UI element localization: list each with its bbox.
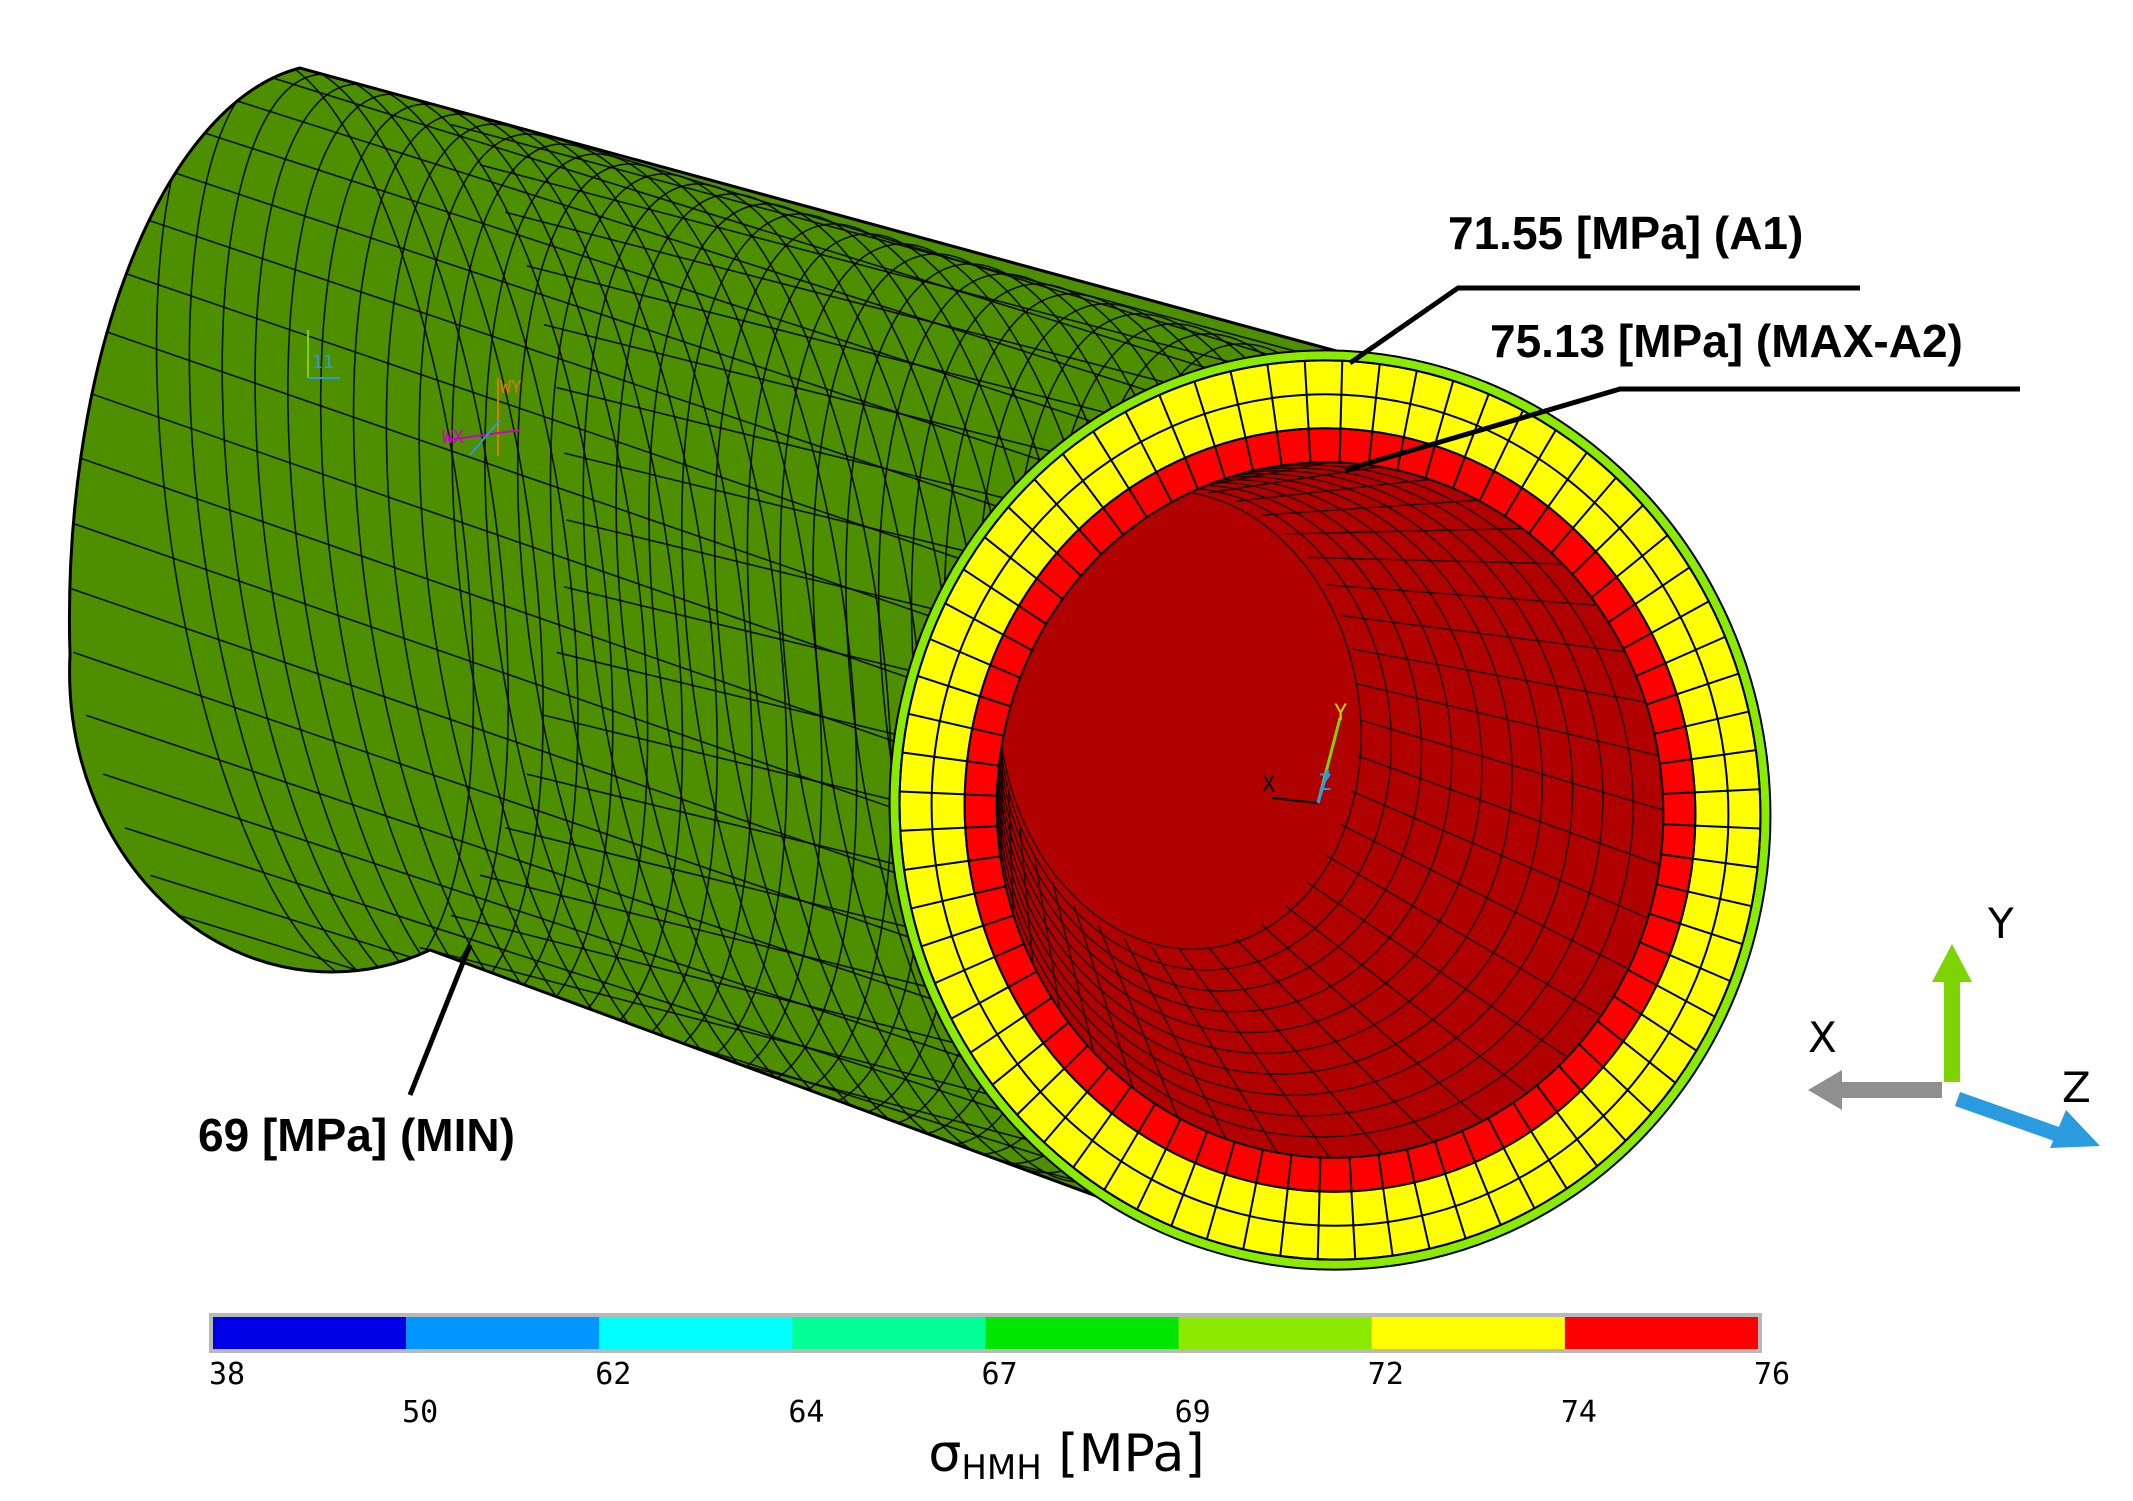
legend-tick-label: 64 <box>788 1395 825 1430</box>
leader-lines <box>407 285 2020 1096</box>
leader-a1 <box>1348 285 1860 366</box>
legend-title-symbol: σ <box>928 1424 962 1484</box>
legend-swatch-6 <box>1371 1317 1565 1349</box>
inner-y-label: Y <box>1334 701 1347 726</box>
annotation-max: 75.13 [MPa] (MAX-A2) <box>1490 315 1963 367</box>
legend-swatch-3 <box>792 1317 986 1349</box>
global-axes: X Y Z <box>1808 899 2100 1148</box>
legend-tick-label: 50 <box>402 1395 439 1430</box>
leader-max <box>1344 386 2020 473</box>
workplane-triad: 11 WY WX <box>307 330 522 456</box>
legend-swatch-0 <box>213 1317 407 1349</box>
annotation-a1: 71.55 [MPa] (A1) <box>1448 207 1804 259</box>
legend-tick-label: 74 <box>1560 1395 1597 1430</box>
legend-title: σHMH [MPa] <box>0 1428 2133 1485</box>
legend-title-subscript: HMH <box>961 1448 1042 1488</box>
legend-title-unit: [MPa] <box>1041 1424 1205 1484</box>
legend-tick-label: 62 <box>595 1357 632 1392</box>
legend-swatch-2 <box>599 1317 793 1349</box>
triad-wx-label: WX <box>442 427 464 448</box>
axis-x-label: X <box>1808 1013 1837 1062</box>
end-face-mesh <box>898 359 1762 1261</box>
legend-swatch-7 <box>1564 1317 1758 1349</box>
end-face <box>888 349 1772 1271</box>
legend-bar <box>209 1313 1762 1353</box>
legend-tick-label: 38 <box>209 1357 246 1392</box>
triad-num-label: 11 <box>312 352 334 373</box>
inner-x-label: X <box>1262 773 1276 798</box>
legend-swatch-5 <box>1178 1317 1372 1349</box>
leader-min <box>407 944 473 1096</box>
annotation-min: 69 [MPa] (MIN) <box>198 1109 515 1161</box>
legend-tick-label: 69 <box>1174 1395 1211 1430</box>
legend-swatch-1 <box>406 1317 600 1349</box>
inner-z-label: Z <box>1318 771 1331 796</box>
legend-tick-label: 76 <box>1754 1357 1791 1392</box>
axis-y-label: Y <box>1987 899 2014 948</box>
legend-tick-label: 67 <box>981 1357 1018 1392</box>
triad-wy-label: WY <box>500 377 522 398</box>
inner-triad: Y X Z <box>1262 701 1347 804</box>
legend-tick-label: 72 <box>1367 1357 1404 1392</box>
axis-z-arrow <box>1955 1092 2100 1148</box>
axis-x-arrow <box>1808 1070 1942 1110</box>
axis-y-arrow <box>1932 944 1972 1082</box>
axis-z-label: Z <box>2062 1063 2091 1112</box>
legend-swatch-4 <box>985 1317 1179 1349</box>
